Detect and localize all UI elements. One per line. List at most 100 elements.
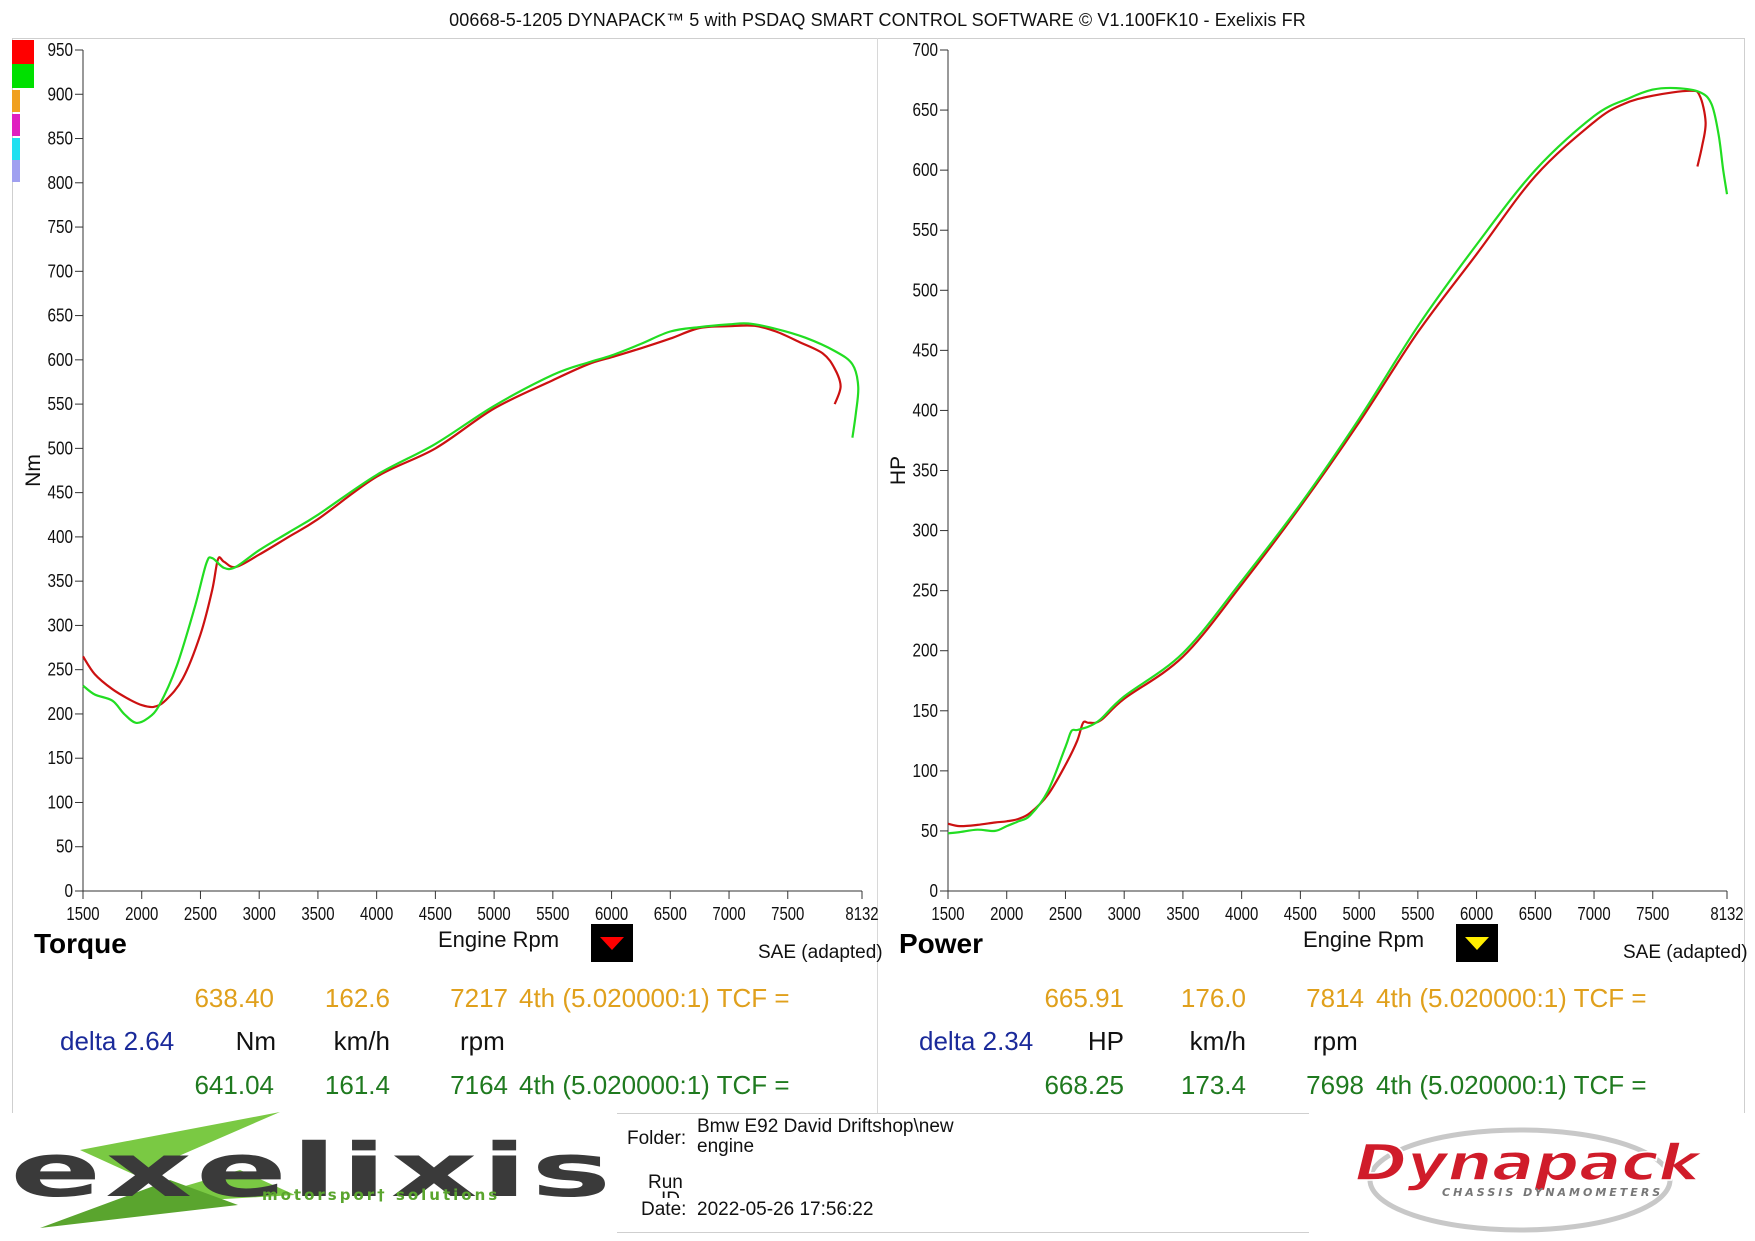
- x-tick-label: 3500: [1166, 904, 1199, 924]
- x-tick-label: 4000: [360, 904, 393, 924]
- power-xlabel: Engine Rpm: [1303, 927, 1425, 952]
- y-axis-title: HP: [887, 456, 910, 485]
- power-run2-value: 668.25: [1044, 1070, 1124, 1100]
- torque-unit: Nm: [235, 1026, 276, 1056]
- y-tick-label: 500: [48, 438, 74, 458]
- triangle-down-icon: [600, 937, 624, 950]
- torque-run2-value: 641.04: [194, 1070, 274, 1100]
- y-tick-label: 450: [48, 483, 74, 503]
- legend-swatch: [12, 90, 20, 112]
- torque-run2-gear: 4th (5.020000:1) TCF =: [519, 1070, 790, 1100]
- y-tick-label: 750: [48, 217, 74, 237]
- y-tick-label: 700: [48, 261, 74, 281]
- legend-swatch: [12, 114, 20, 136]
- x-tick-label: 5500: [1401, 904, 1434, 924]
- y-tick-label: 950: [48, 40, 74, 60]
- torque-run2-rpm: 7164: [450, 1070, 508, 1100]
- legend-swatch: [12, 138, 20, 160]
- y-tick-label: 400: [48, 527, 74, 547]
- divider: [1744, 38, 1745, 1113]
- torque-rpm-unit: rpm: [460, 1026, 505, 1056]
- power-delta: delta 2.34: [919, 1026, 1034, 1056]
- power-run1-speed: 176.0: [1180, 983, 1246, 1013]
- x-tick-label: 4500: [419, 904, 452, 924]
- y-tick-label: 100: [913, 761, 939, 781]
- y-tick-label: 0: [65, 881, 74, 901]
- series-line: [947, 89, 1707, 828]
- power-panel-title: Power: [899, 928, 984, 959]
- y-tick-label: 300: [913, 521, 939, 541]
- x-tick-label: 5500: [536, 904, 569, 924]
- y-tick-label: 50: [921, 821, 938, 841]
- power-run1-gear: 4th (5.020000:1) TCF =: [1376, 983, 1647, 1013]
- torque-run1-rpm: 7217: [450, 983, 508, 1013]
- power-run1-rpm: 7814: [1306, 983, 1364, 1013]
- folder-label: Folder:: [627, 1128, 687, 1149]
- power-run1-value: 665.91: [1044, 983, 1124, 1013]
- divider: [877, 38, 878, 1113]
- x-tick-label: 6500: [1519, 904, 1552, 924]
- y-tick-label: 500: [913, 280, 939, 300]
- y-tick-label: 250: [48, 660, 74, 680]
- run-id-label: ID: [661, 1189, 680, 1198]
- torque-run1-value: 638.40: [194, 983, 274, 1013]
- x-tick-label: 5000: [478, 904, 511, 924]
- torque-delta: delta 2.64: [60, 1026, 175, 1056]
- legend-swatch: [12, 160, 20, 182]
- divider: [12, 38, 13, 1113]
- power-run2-rpm: 7698: [1306, 1070, 1364, 1100]
- torque-run2-speed: 161.4: [324, 1070, 390, 1100]
- folder-value-cont: engine: [697, 1136, 755, 1157]
- x-tick-label: 6000: [1460, 904, 1493, 924]
- x-tick-label: 7500: [1636, 904, 1669, 924]
- x-tick-label: 6000: [595, 904, 628, 924]
- power-speed-unit: km/h: [1189, 1026, 1246, 1056]
- y-tick-label: 100: [48, 792, 74, 812]
- y-tick-label: 450: [913, 340, 939, 360]
- x-tick-label: 3000: [243, 904, 276, 924]
- run-label: Run: [648, 1172, 683, 1193]
- x-tick-label: 7500: [771, 904, 804, 924]
- power-unit: HP: [1087, 1026, 1124, 1056]
- y-axis-title: Nm: [22, 454, 45, 487]
- y-tick-label: 400: [913, 400, 939, 420]
- y-tick-label: 150: [48, 748, 74, 768]
- y-tick-label: 650: [913, 100, 939, 120]
- power-sae-label: SAE (adapted): [1623, 942, 1748, 963]
- torque-run1-gear: 4th (5.020000:1) TCF =: [519, 983, 790, 1013]
- x-tick-label: 7000: [712, 904, 745, 924]
- y-tick-label: 700: [913, 40, 939, 60]
- legend-swatch: [12, 64, 34, 88]
- x-tick-label: 6500: [654, 904, 687, 924]
- x-tick-label: 2000: [990, 904, 1023, 924]
- power-run2-gear: 4th (5.020000:1) TCF =: [1376, 1070, 1647, 1100]
- torque-run-marker[interactable]: [591, 924, 633, 962]
- torque-speed-unit: km/h: [333, 1026, 390, 1056]
- y-tick-label: 300: [48, 615, 74, 635]
- y-tick-label: 550: [913, 220, 939, 240]
- y-tick-label: 50: [56, 837, 73, 857]
- power-run-marker[interactable]: [1456, 924, 1498, 962]
- x-tick-label: 8132: [845, 904, 878, 924]
- power-run2-speed: 173.4: [1180, 1070, 1246, 1100]
- x-tick-label: 5000: [1343, 904, 1376, 924]
- legend-swatch: [12, 40, 34, 64]
- y-tick-label: 650: [48, 306, 74, 326]
- x-tick-label: 1500: [931, 904, 964, 924]
- x-tick-label: 2500: [184, 904, 217, 924]
- y-tick-label: 200: [913, 641, 939, 661]
- divider: [12, 38, 1745, 39]
- date-value: 2022-05-26 17:56:22: [697, 1199, 874, 1220]
- x-tick-label: 2000: [125, 904, 158, 924]
- y-tick-label: 600: [48, 350, 74, 370]
- x-tick-label: 4000: [1225, 904, 1258, 924]
- y-tick-label: 250: [913, 581, 939, 601]
- y-tick-label: 900: [48, 84, 74, 104]
- torque-run1-speed: 162.6: [324, 983, 390, 1013]
- series-line: [947, 86, 1729, 835]
- y-tick-label: 200: [48, 704, 74, 724]
- series-line: [82, 324, 842, 709]
- page-title: 00668-5-1205 DYNAPACK™ 5 with PSDAQ SMAR…: [449, 10, 1306, 30]
- y-tick-label: 350: [913, 461, 939, 481]
- torque-xlabel: Engine Rpm: [438, 927, 560, 952]
